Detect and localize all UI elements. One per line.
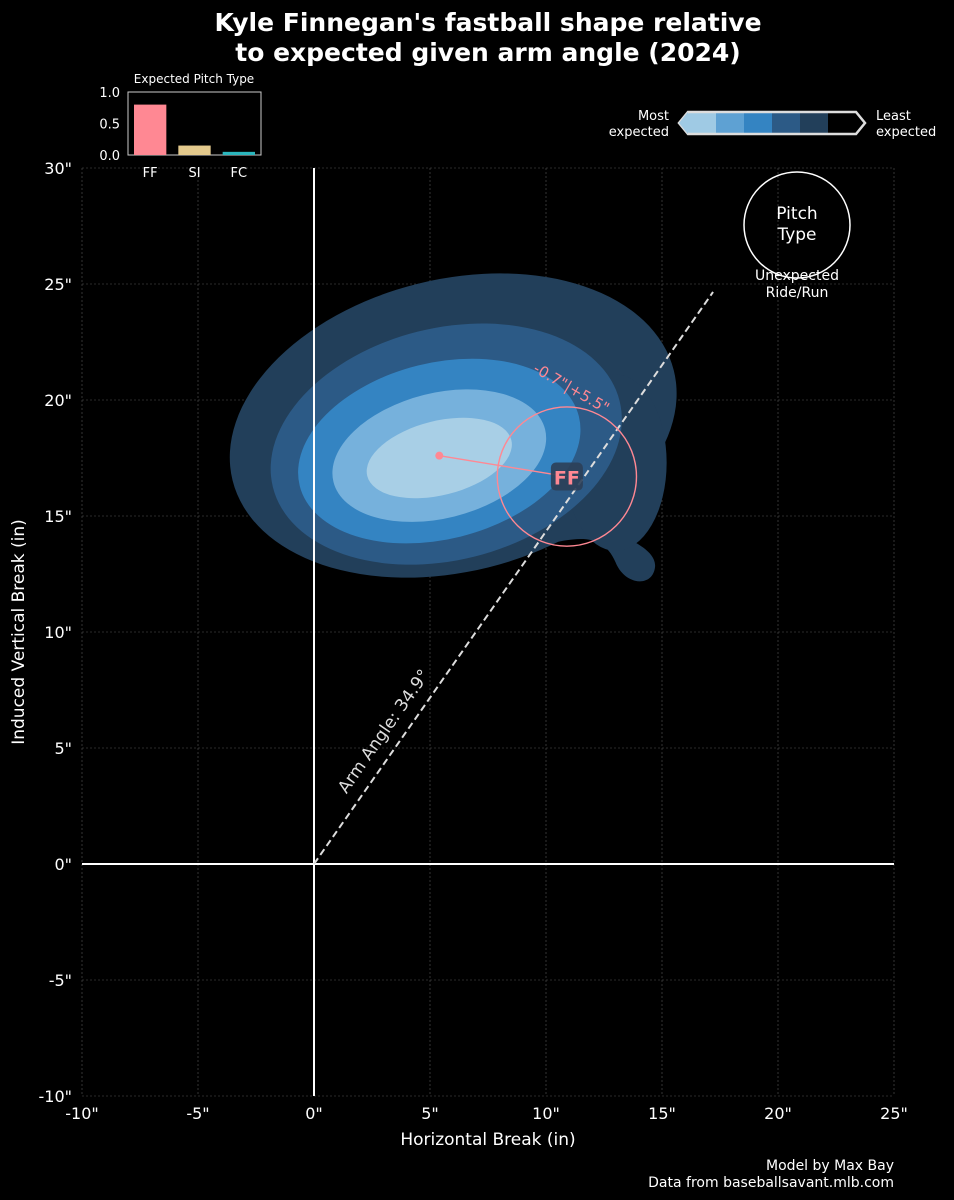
arm-angle-line: [313, 291, 714, 865]
y-tick-label: 0": [54, 855, 72, 874]
deviation-line: [439, 454, 567, 478]
key-circle-label-line1: Pitch: [776, 204, 817, 224]
key-caption-line1: Unexpected: [755, 268, 839, 284]
colorbar-left-arrow: [679, 112, 688, 134]
y-tick-label: 15": [44, 507, 72, 526]
colorbar-right-label-line1: Least: [876, 109, 911, 124]
colorbar-swatch: [744, 112, 773, 134]
inset-bar-fc: [222, 151, 255, 155]
pitch-circle: [496, 406, 638, 547]
pitch-label: FF: [554, 468, 580, 490]
inset-y-tick-label: 0.5: [99, 118, 120, 133]
y-tick-label: 10": [44, 623, 72, 642]
y-tick-label: 25": [44, 275, 72, 294]
colorbar-legend: Most expected Least expected: [609, 109, 936, 140]
colorbar-left-label-line2: expected: [609, 125, 669, 140]
x-tick-label: 15": [648, 1104, 676, 1123]
y-tick-label: -10": [39, 1087, 73, 1106]
colorbar-swatch: [716, 112, 745, 134]
inset-y-tick-label: 0.0: [99, 149, 120, 164]
x-tick-label: 0": [305, 1104, 323, 1123]
y-tick-label: 5": [54, 739, 72, 758]
y-tick-label: -5": [49, 971, 72, 990]
x-axis-label: Horizontal Break (in): [400, 1130, 575, 1150]
y-tick-label: 20": [44, 391, 72, 410]
inset-bar-ff: [134, 104, 167, 155]
credit-line1: Model by Max Bay: [766, 1158, 894, 1174]
x-tick-label: 25": [880, 1104, 908, 1123]
y-ticks: -10" -5" 0" 5" 10" 15" 20" 25" 30": [39, 159, 73, 1106]
chart-title-line2: to expected given arm angle (2024): [235, 38, 740, 67]
inset-x-tick-label: FF: [143, 166, 158, 181]
key-circle: [743, 171, 851, 279]
inset-title: Expected Pitch Type: [134, 72, 254, 86]
pitch-label-box: [550, 462, 583, 491]
chart-title-line1: Kyle Finnegan's fastball shape relative: [214, 8, 761, 37]
density-level-1-lobe: [546, 516, 656, 582]
x-ticks: -10" -5" 0" 5" 10" 15" 20" 25": [65, 1104, 908, 1123]
x-tick-label: 10": [532, 1104, 560, 1123]
x-tick-label: 5": [421, 1104, 439, 1123]
colorbar-left-label-line1: Most: [638, 109, 669, 124]
y-axis-label: Induced Vertical Break (in): [9, 519, 29, 745]
pitch-type-key: Pitch Type Unexpected Ride/Run: [743, 171, 851, 301]
inset-x-tick-label: SI: [188, 166, 200, 181]
density-contours: [229, 273, 677, 582]
key-circle-label-line2: Type: [776, 225, 816, 245]
expected-point: [435, 451, 444, 460]
colorbar-swatch: [828, 112, 857, 134]
zero-axes: [82, 168, 894, 1096]
x-tick-label: -5": [186, 1104, 209, 1123]
y-tick-label: 30": [44, 159, 72, 178]
expected-pitch-type-inset: Expected Pitch Type FF SI FC 0.0 0.5 1.0: [99, 72, 262, 181]
x-tick-label: 20": [764, 1104, 792, 1123]
colorbar-swatch: [800, 112, 829, 134]
credit-line2: Data from baseballsavant.mlb.com: [648, 1175, 894, 1191]
arm-angle-label: Arm Angle: 34.9°: [334, 666, 434, 797]
x-tick-label: -10": [65, 1104, 99, 1123]
inset-bar-si: [178, 145, 211, 155]
inset-y-tick-label: 1.0: [99, 86, 120, 101]
colorbar-swatch: [688, 112, 717, 134]
colorbar-right-label-line2: expected: [876, 125, 936, 140]
colorbar-swatch: [772, 112, 801, 134]
inset-x-tick-label: FC: [231, 166, 248, 181]
key-caption-line2: Ride/Run: [766, 285, 829, 301]
